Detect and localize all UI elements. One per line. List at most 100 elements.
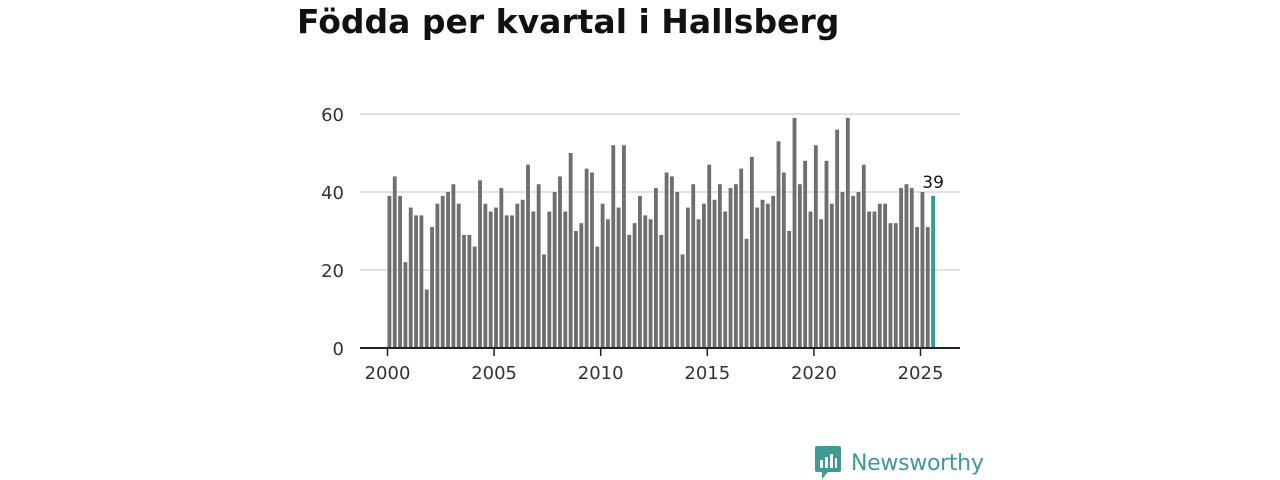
- bar: [797, 184, 802, 348]
- bar: [638, 195, 642, 348]
- bar: [467, 234, 472, 348]
- bar: [611, 145, 616, 348]
- y-tick-label: 60: [321, 105, 344, 126]
- bar: [739, 168, 744, 348]
- bar: [462, 234, 466, 348]
- bar: [627, 234, 632, 348]
- chart-title: Födda per kvartal i Hallsberg: [297, 2, 840, 41]
- bar: [925, 227, 930, 348]
- bar: [595, 246, 600, 348]
- bar: [915, 227, 920, 348]
- bar: [787, 231, 792, 348]
- bar: [579, 223, 584, 348]
- bar: [760, 199, 765, 348]
- bar: [877, 203, 882, 348]
- bar: [392, 176, 397, 348]
- bar: [680, 254, 685, 348]
- bar: [664, 172, 669, 348]
- bar: [430, 227, 434, 348]
- bar: [403, 262, 408, 348]
- bar: [744, 238, 749, 348]
- bar: [920, 192, 925, 348]
- bar: [669, 176, 674, 348]
- bar: [563, 211, 568, 348]
- highlight-data-label: 39: [922, 173, 944, 193]
- x-tick-label: 2000: [365, 363, 411, 384]
- x-tick-label: 2010: [578, 363, 624, 384]
- bar: [840, 192, 845, 348]
- bar: [488, 211, 493, 348]
- bar: [419, 215, 424, 348]
- bar: [861, 164, 866, 348]
- bar: [819, 219, 824, 348]
- bar: [574, 231, 578, 348]
- y-tick-label: 40: [321, 183, 344, 204]
- bar: [387, 195, 392, 348]
- bar: [440, 195, 445, 348]
- x-tick-label: 2015: [684, 363, 730, 384]
- bar: [552, 192, 557, 348]
- bar: [408, 207, 413, 348]
- bar: [829, 203, 834, 348]
- bar: [531, 211, 536, 348]
- bar: [776, 141, 781, 348]
- bar: [584, 168, 589, 348]
- bar: [899, 188, 904, 348]
- bar: [712, 199, 717, 348]
- newsworthy-brand[interactable]: Newsworthy: [815, 446, 984, 480]
- bar: [643, 215, 648, 348]
- bar: [717, 184, 722, 348]
- bar: [888, 223, 893, 348]
- bar: [728, 188, 733, 348]
- bar: [904, 184, 909, 348]
- x-tick-label: 2020: [791, 363, 837, 384]
- bar: [701, 203, 706, 348]
- bar: [851, 195, 856, 348]
- x-tick-label: 2005: [471, 363, 517, 384]
- bar: [515, 203, 520, 348]
- bar: [616, 207, 621, 348]
- y-tick-label: 20: [321, 261, 344, 282]
- bar: [654, 188, 658, 348]
- bar: [483, 203, 488, 348]
- bar: [558, 176, 562, 348]
- bar: [893, 223, 898, 348]
- bar: [771, 195, 776, 348]
- x-tick-label: 2025: [898, 363, 944, 384]
- bar: [883, 203, 888, 348]
- bar: [435, 203, 440, 348]
- bar: [749, 156, 754, 348]
- highlight-bar: [931, 195, 935, 348]
- bar: [707, 164, 712, 348]
- bar: [803, 160, 808, 348]
- bar: [808, 211, 813, 348]
- bar: [478, 180, 482, 348]
- bar: [781, 172, 786, 348]
- bar: [792, 117, 797, 349]
- bar: [398, 195, 402, 348]
- bar: [590, 172, 594, 348]
- bar: [856, 192, 861, 348]
- bar: [494, 207, 498, 348]
- bar: [813, 145, 818, 348]
- bar: [536, 184, 541, 348]
- bar: [606, 219, 610, 348]
- bar: [414, 215, 418, 348]
- bar: [733, 184, 738, 348]
- bar: [835, 129, 840, 348]
- bar: [526, 164, 530, 348]
- bar: [659, 234, 664, 348]
- newsworthy-logo-icon: [815, 446, 841, 479]
- brand-name: Newsworthy: [851, 450, 984, 476]
- bar: [542, 254, 546, 348]
- bar: [765, 203, 770, 348]
- bar: [755, 207, 760, 348]
- bar: [691, 184, 696, 348]
- bar: [600, 203, 605, 348]
- bar: [424, 289, 429, 348]
- bar: [446, 192, 450, 348]
- bar: [696, 219, 701, 348]
- bar: [824, 160, 829, 348]
- bar: [632, 223, 637, 348]
